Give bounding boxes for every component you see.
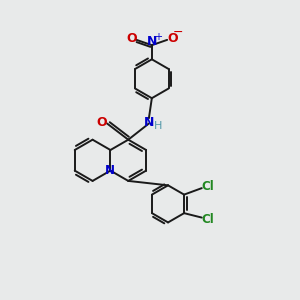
Text: +: + <box>154 32 162 42</box>
Text: Cl: Cl <box>202 212 214 226</box>
Text: O: O <box>97 116 107 128</box>
Text: N: N <box>147 35 157 48</box>
Text: N: N <box>144 116 154 129</box>
Text: Cl: Cl <box>202 180 214 193</box>
Text: O: O <box>126 32 136 45</box>
Text: O: O <box>167 32 178 45</box>
Text: −: − <box>173 26 184 39</box>
Text: N: N <box>105 164 115 177</box>
Text: H: H <box>154 121 163 131</box>
